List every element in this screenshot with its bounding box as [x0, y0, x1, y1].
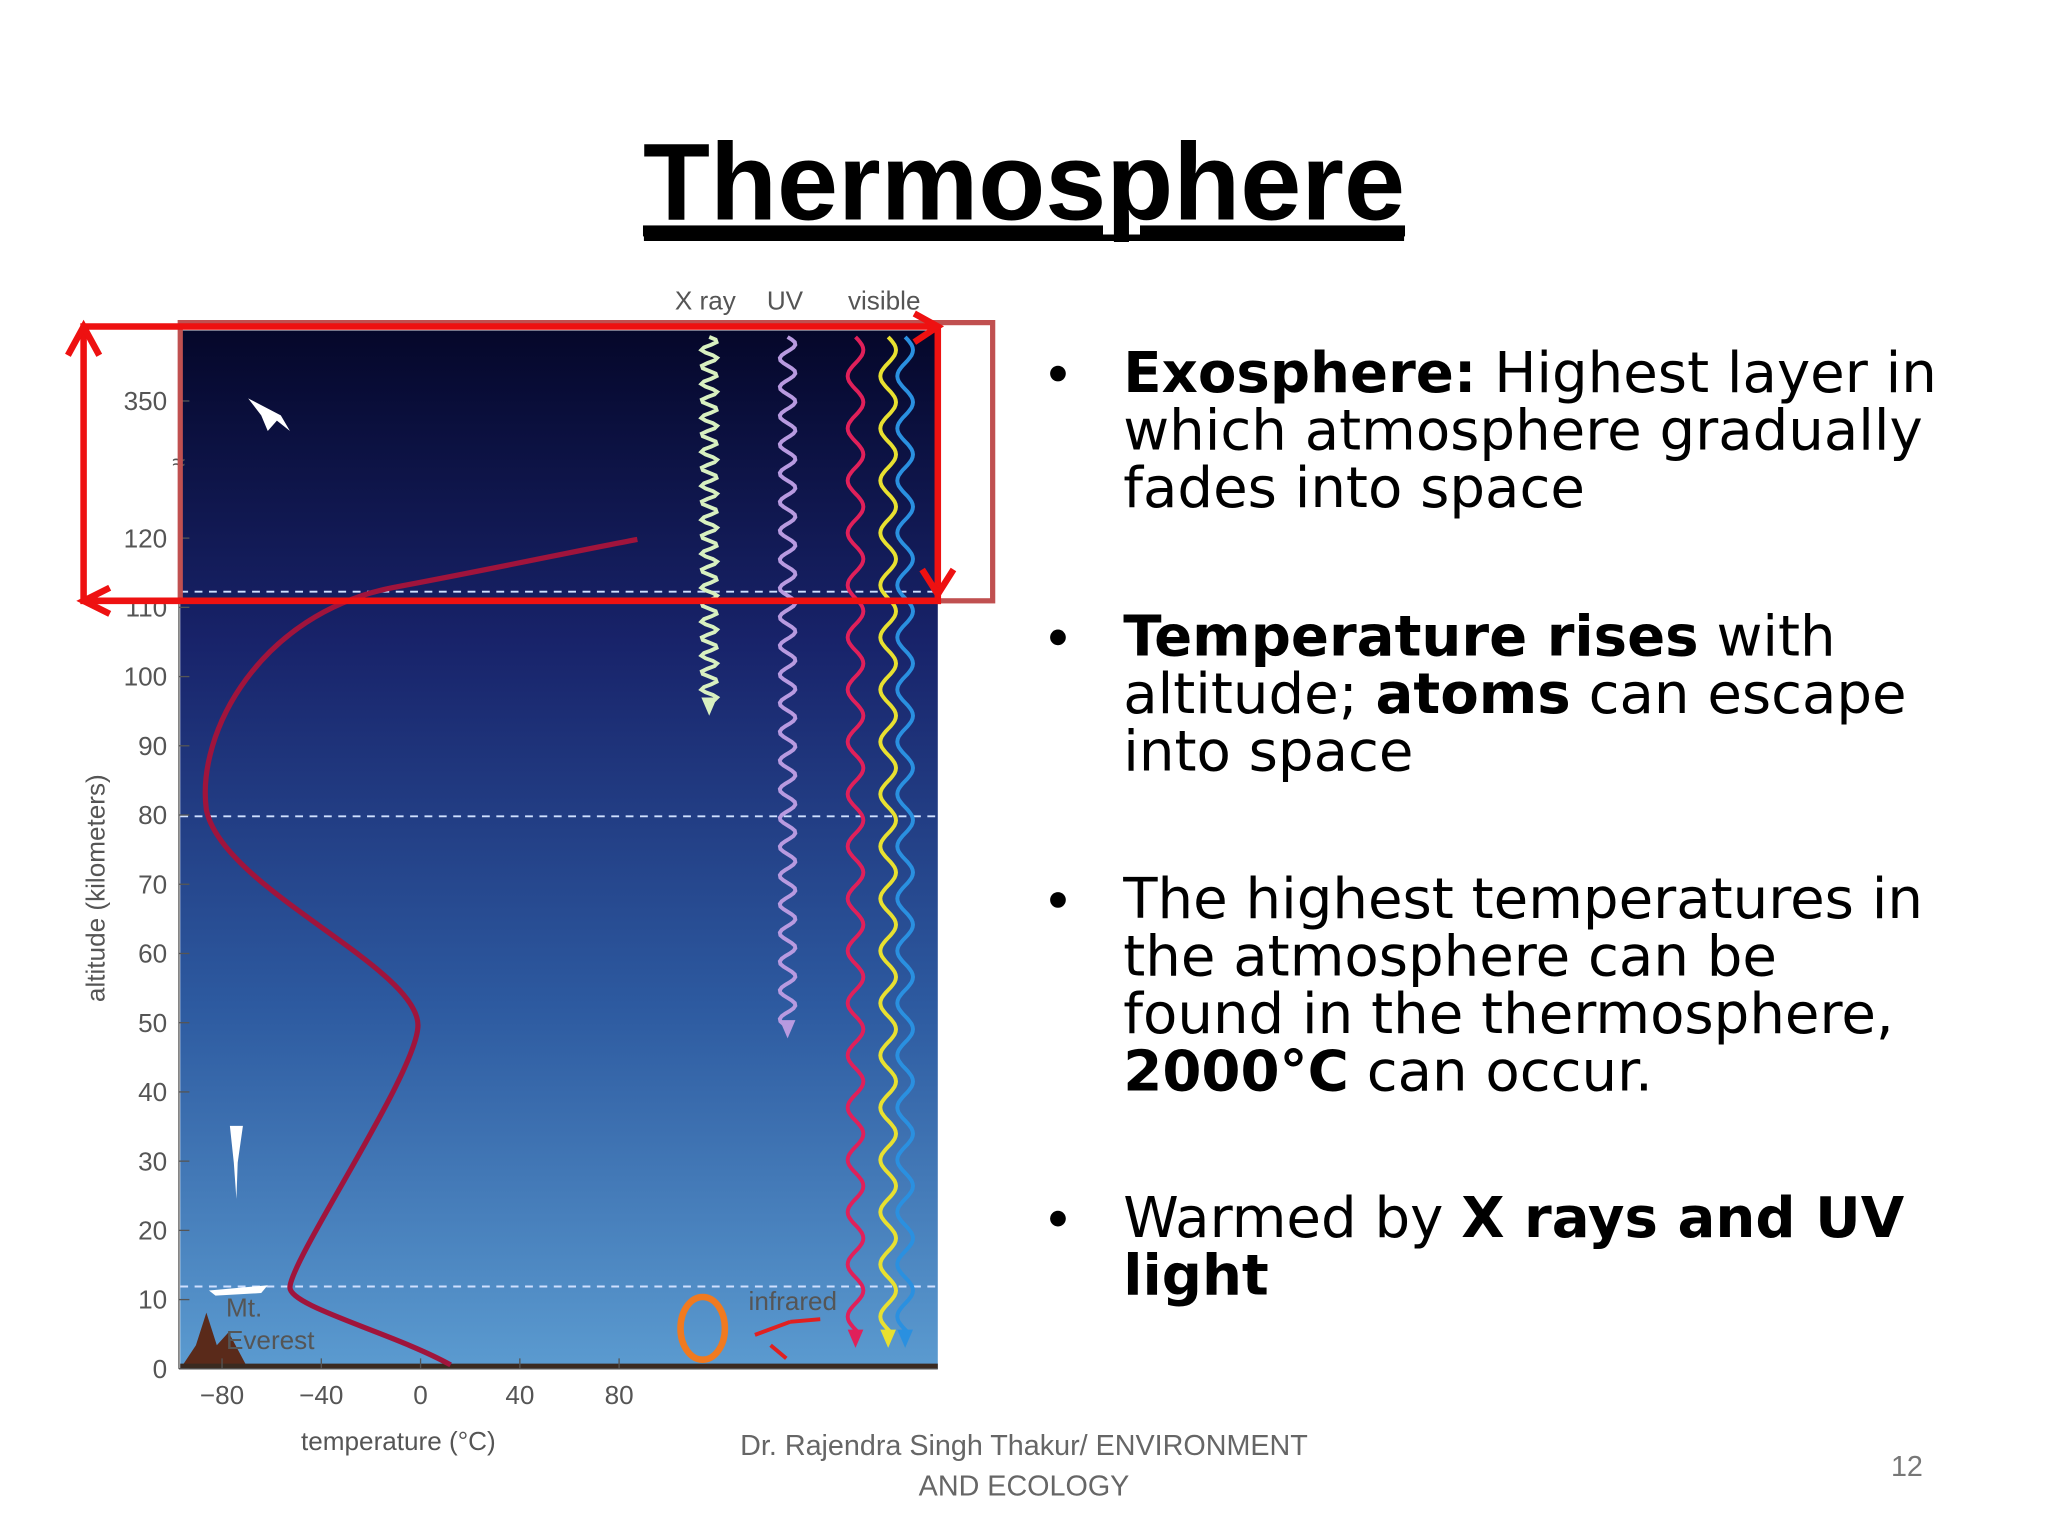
mountain: [180, 1312, 249, 1369]
radiation-wave: [777, 335, 798, 1026]
bullet-line: altitude; atoms can escape: [1123, 662, 1906, 727]
everest-label: Everest: [226, 1325, 315, 1355]
text-run: Temperature rises: [1123, 605, 1698, 670]
slide-title: Thermosphere: [643, 121, 1405, 243]
bullet-marker: [1050, 365, 1066, 382]
bullet-marker: [1050, 629, 1066, 646]
everest-label: Mt.: [226, 1293, 262, 1323]
text-run: with: [1699, 605, 1836, 670]
radiation-wave: [845, 335, 866, 1337]
footer: Dr. Rajendra Singh Thakur/ ENVIRONMENT: [740, 1430, 1308, 1462]
bullet-line: Warmed by X rays and UV: [1123, 1186, 1904, 1251]
text-run: altitude;: [1123, 662, 1375, 727]
wave-arrowhead: [701, 697, 718, 716]
y-tick-label: 80: [138, 800, 167, 830]
text-run: Warmed by: [1123, 1186, 1461, 1251]
text-run: X rays and UV: [1461, 1186, 1905, 1251]
text-run: atoms: [1375, 662, 1570, 727]
figure: ≈ X ray UV visible010203040506070809010011…: [80, 286, 938, 1456]
layer-boundaries: [180, 590, 938, 1288]
x-tick-label: −40: [299, 1380, 343, 1410]
wave-arrowhead: [897, 1329, 913, 1348]
text-run: into space: [1123, 720, 1413, 785]
bullet-line: 2000°C can occur.: [1123, 1040, 1653, 1105]
y-tick-label: 110: [126, 592, 168, 622]
bullet-line: the atmosphere can be: [1123, 925, 1777, 990]
footer: AND ECOLOGY: [919, 1471, 1130, 1503]
y-tick-label: 120: [124, 523, 168, 553]
text-run: light: [1123, 1243, 1269, 1308]
bullet-line: into space: [1123, 720, 1413, 785]
text-run: which atmosphere gradually: [1123, 398, 1922, 463]
text-run: The highest temperatures in: [1122, 867, 1923, 932]
y-tick-label: 60: [138, 939, 167, 969]
radiation-wave: [878, 335, 898, 1337]
x-tick-label: −80: [200, 1380, 244, 1410]
bullet-line: fades into space: [1123, 456, 1585, 521]
bullet-line: Exosphere: Highest layer in: [1123, 341, 1937, 406]
wave-arrowhead: [847, 1329, 864, 1348]
y-tick-label: 100: [124, 662, 168, 692]
y-tick-label: 10: [138, 1285, 167, 1315]
bullet-line: The highest temperatures in: [1122, 867, 1923, 932]
x-tick-label: 0: [413, 1380, 428, 1410]
temperature-curve: [202, 536, 638, 1368]
text-run: Exosphere:: [1123, 341, 1476, 406]
bullet-line: Temperature rises with: [1123, 605, 1835, 670]
balloon-icon: [229, 1125, 243, 1200]
radiation-wave: [895, 335, 915, 1337]
text-run: fades into space: [1123, 456, 1585, 521]
text-run: can occur.: [1349, 1040, 1653, 1105]
x-axis-label: temperature (°C): [301, 1426, 496, 1456]
bullet-line: which atmosphere gradually: [1123, 398, 1922, 463]
wave-arrowhead: [880, 1329, 896, 1348]
x-tick-label: 40: [505, 1380, 534, 1410]
y-tick-label: 70: [138, 869, 167, 899]
page-number: 12: [1891, 1451, 1923, 1483]
satellite-icon: [248, 398, 290, 432]
radiation-wave: [698, 335, 721, 705]
x-tick-label: 80: [605, 1380, 634, 1410]
text-run: can escape: [1571, 662, 1907, 727]
wave-label: X ray: [675, 286, 736, 316]
text-run: the atmosphere can be: [1123, 925, 1777, 990]
y-tick-label: 40: [138, 1077, 167, 1107]
wave-arrowhead: [779, 1020, 796, 1039]
bullet-marker: [1050, 1210, 1066, 1227]
y-tick-label: 20: [138, 1216, 167, 1246]
arrow-heads: [65, 310, 957, 617]
bullet-line: light: [1123, 1243, 1269, 1308]
bullet-line: found in the thermosphere,: [1123, 982, 1893, 1047]
infrared-loop: [677, 1293, 729, 1363]
y-tick-label: 30: [138, 1146, 167, 1176]
sky: [180, 330, 938, 1369]
text-run: Highest layer in: [1476, 341, 1937, 406]
wave-label: visible: [848, 286, 921, 316]
wave-label: UV: [767, 286, 804, 316]
y-tick-label: 50: [138, 1008, 167, 1038]
y-tick-label: 0: [153, 1354, 168, 1384]
highlight-box: [65, 310, 996, 617]
plane-icon: [208, 1285, 268, 1296]
text-run: found in the thermosphere,: [1123, 982, 1893, 1047]
text-run: 2000°C: [1123, 1040, 1349, 1105]
y-axis-label: altitude (kilometers): [80, 774, 110, 1002]
y-tick-label: 350: [124, 386, 168, 416]
bullet-marker: [1050, 892, 1066, 908]
y-tick-label: 90: [138, 731, 167, 761]
infrared-arrows: [754, 1317, 821, 1360]
infrared-label: infrared: [749, 1286, 838, 1316]
